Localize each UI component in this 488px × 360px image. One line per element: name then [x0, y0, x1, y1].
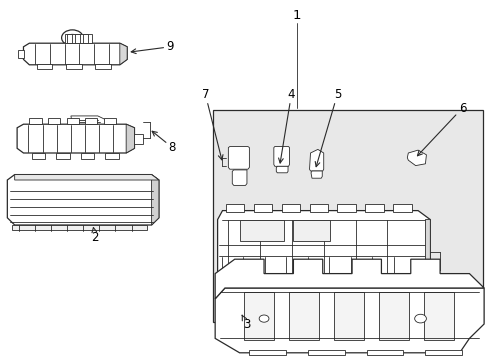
- Bar: [366, 350, 403, 355]
- Bar: [29, 118, 41, 124]
- Polygon shape: [425, 220, 429, 313]
- Bar: [253, 204, 272, 212]
- Bar: [376, 313, 399, 321]
- Polygon shape: [151, 175, 159, 225]
- Bar: [83, 34, 88, 43]
- Bar: [103, 118, 116, 124]
- Bar: [337, 204, 355, 212]
- Bar: [303, 313, 326, 321]
- Bar: [66, 118, 79, 124]
- Bar: [32, 153, 45, 159]
- Bar: [134, 134, 143, 144]
- Polygon shape: [232, 170, 246, 185]
- Circle shape: [414, 314, 426, 323]
- Bar: [12, 225, 146, 230]
- Bar: [239, 220, 283, 241]
- Circle shape: [67, 34, 77, 41]
- Bar: [67, 34, 72, 43]
- Polygon shape: [23, 43, 127, 65]
- Polygon shape: [407, 150, 426, 166]
- Text: 3: 3: [242, 315, 250, 331]
- Polygon shape: [276, 166, 287, 173]
- Circle shape: [259, 315, 268, 322]
- Bar: [266, 313, 289, 321]
- Bar: [229, 313, 253, 321]
- Polygon shape: [126, 124, 134, 153]
- Bar: [244, 292, 273, 340]
- Polygon shape: [273, 147, 289, 166]
- Polygon shape: [215, 259, 483, 299]
- Bar: [225, 204, 244, 212]
- Polygon shape: [217, 211, 429, 313]
- Text: 8: 8: [152, 131, 176, 154]
- Circle shape: [61, 30, 83, 46]
- Bar: [293, 220, 329, 241]
- Text: 7: 7: [201, 88, 223, 160]
- Polygon shape: [215, 288, 483, 353]
- Bar: [66, 64, 81, 69]
- Bar: [75, 34, 80, 43]
- Polygon shape: [310, 171, 322, 178]
- Bar: [281, 204, 300, 212]
- Bar: [392, 204, 411, 212]
- Text: 5: 5: [315, 88, 341, 167]
- Bar: [212, 110, 482, 322]
- Bar: [65, 34, 92, 43]
- Polygon shape: [17, 124, 134, 153]
- Bar: [48, 118, 60, 124]
- Bar: [424, 292, 453, 340]
- Bar: [56, 153, 70, 159]
- Bar: [307, 350, 344, 355]
- Bar: [105, 153, 119, 159]
- Polygon shape: [120, 43, 127, 65]
- Bar: [339, 313, 363, 321]
- Polygon shape: [15, 175, 159, 180]
- Bar: [289, 292, 318, 340]
- Bar: [85, 118, 97, 124]
- Polygon shape: [71, 116, 107, 128]
- Bar: [365, 204, 383, 212]
- Polygon shape: [7, 175, 159, 225]
- Bar: [95, 64, 111, 69]
- Bar: [37, 64, 52, 69]
- Text: 2: 2: [91, 228, 99, 244]
- Polygon shape: [228, 147, 249, 169]
- Polygon shape: [309, 149, 323, 171]
- Bar: [334, 292, 363, 340]
- Bar: [249, 350, 285, 355]
- Text: 9: 9: [131, 40, 173, 54]
- Text: 4: 4: [278, 88, 295, 163]
- Bar: [18, 50, 24, 58]
- Text: 1: 1: [292, 9, 301, 22]
- Bar: [81, 153, 94, 159]
- Bar: [425, 350, 461, 355]
- Text: 6: 6: [417, 102, 465, 156]
- Bar: [309, 204, 327, 212]
- Bar: [379, 292, 408, 340]
